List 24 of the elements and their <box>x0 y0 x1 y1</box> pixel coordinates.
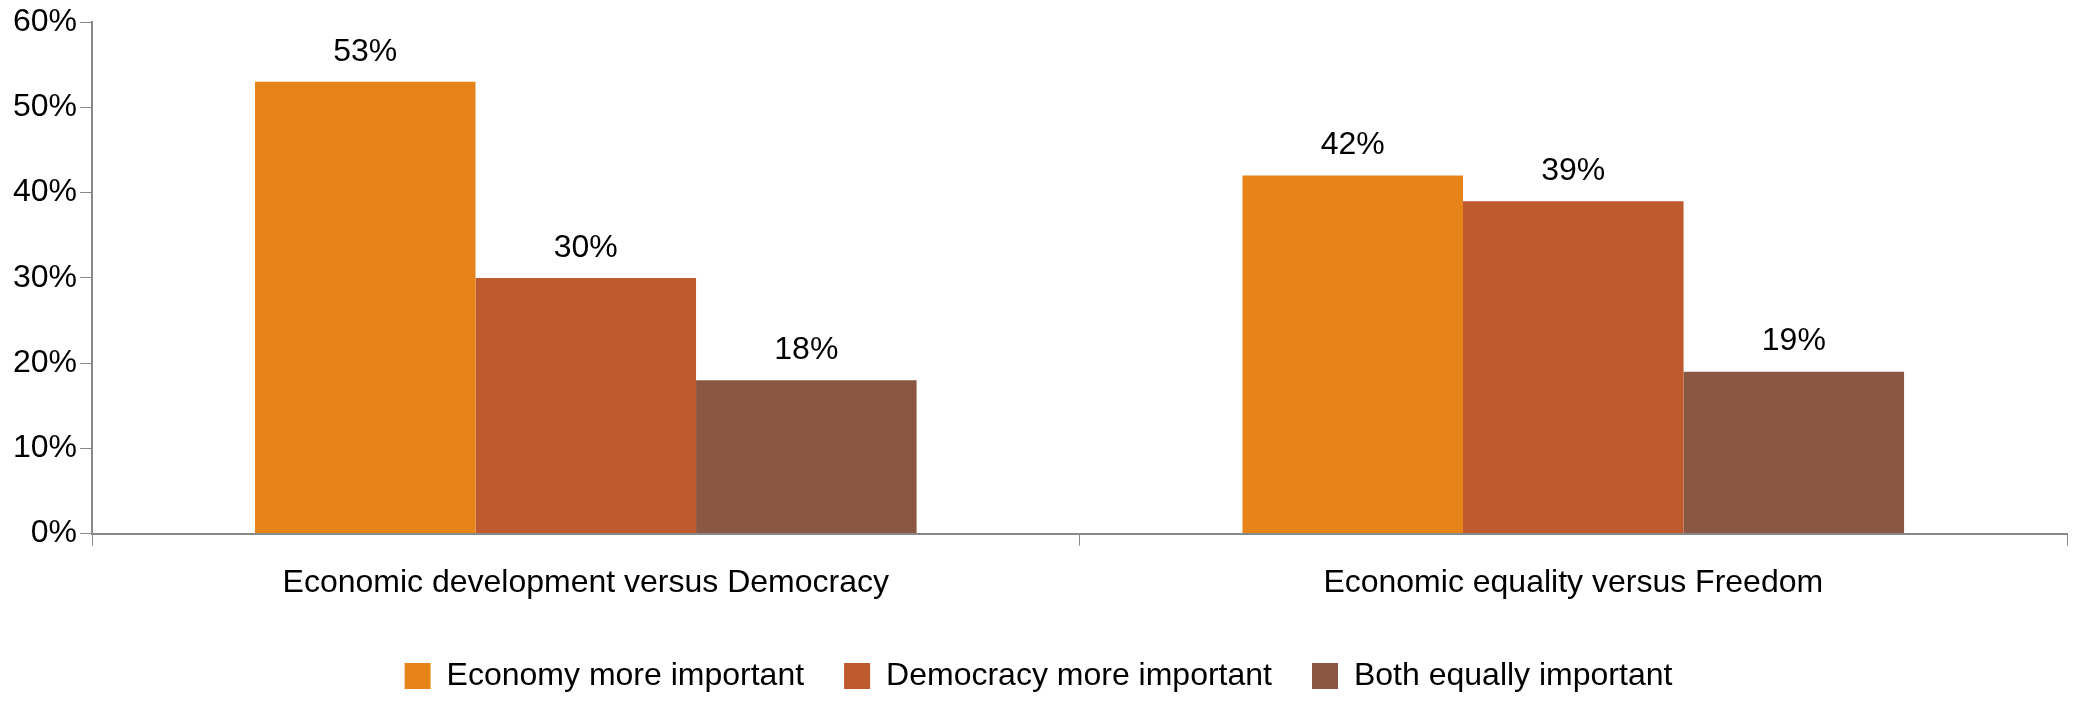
y-tick-label: 50% <box>13 87 78 124</box>
x-tick-label: Economic development versus Democracy <box>282 562 890 599</box>
bar <box>1683 371 1905 534</box>
y-tick-label: 20% <box>13 342 78 379</box>
data-label: 42% <box>1320 125 1385 162</box>
data-label: 18% <box>774 330 839 367</box>
bar <box>1462 201 1684 534</box>
y-tick-label: 40% <box>13 172 78 209</box>
y-tick-label: 0% <box>30 513 78 550</box>
bar <box>1242 175 1463 534</box>
bar <box>254 81 476 534</box>
y-tick-label: 30% <box>13 257 78 294</box>
y-tick-label: 10% <box>13 428 78 465</box>
data-label: 53% <box>333 31 398 68</box>
legend-label: Democracy more important <box>886 655 1273 692</box>
data-label: 39% <box>1541 151 1606 188</box>
data-label: 19% <box>1761 321 1826 358</box>
legend-label: Economy more important <box>446 655 805 692</box>
legend-label: Both equally important <box>1353 655 1673 692</box>
data-label: 30% <box>553 227 618 264</box>
y-tick-label: 60% <box>13 2 78 39</box>
bar <box>475 277 697 534</box>
x-tick-label: Economic equality versus Freedom <box>1323 562 1824 599</box>
bar <box>696 380 917 534</box>
